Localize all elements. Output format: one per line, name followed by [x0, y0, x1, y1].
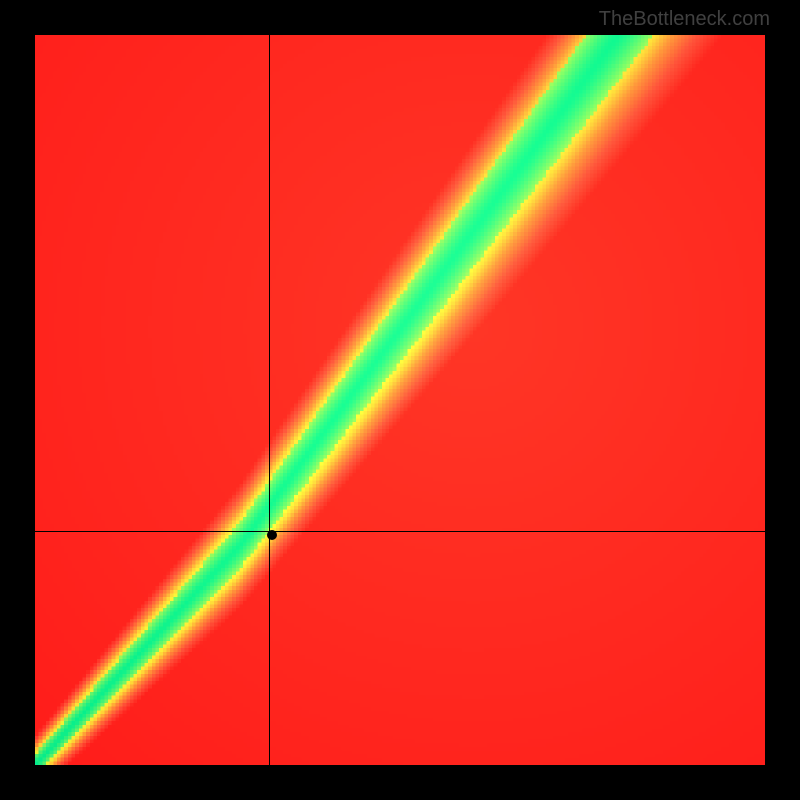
- selection-marker: [267, 530, 277, 540]
- watermark-text: TheBottleneck.com: [599, 8, 770, 31]
- bottleneck-heatmap: [35, 35, 765, 765]
- heatmap-canvas: [35, 35, 765, 765]
- crosshair-vertical: [269, 35, 270, 765]
- crosshair-horizontal: [35, 531, 765, 532]
